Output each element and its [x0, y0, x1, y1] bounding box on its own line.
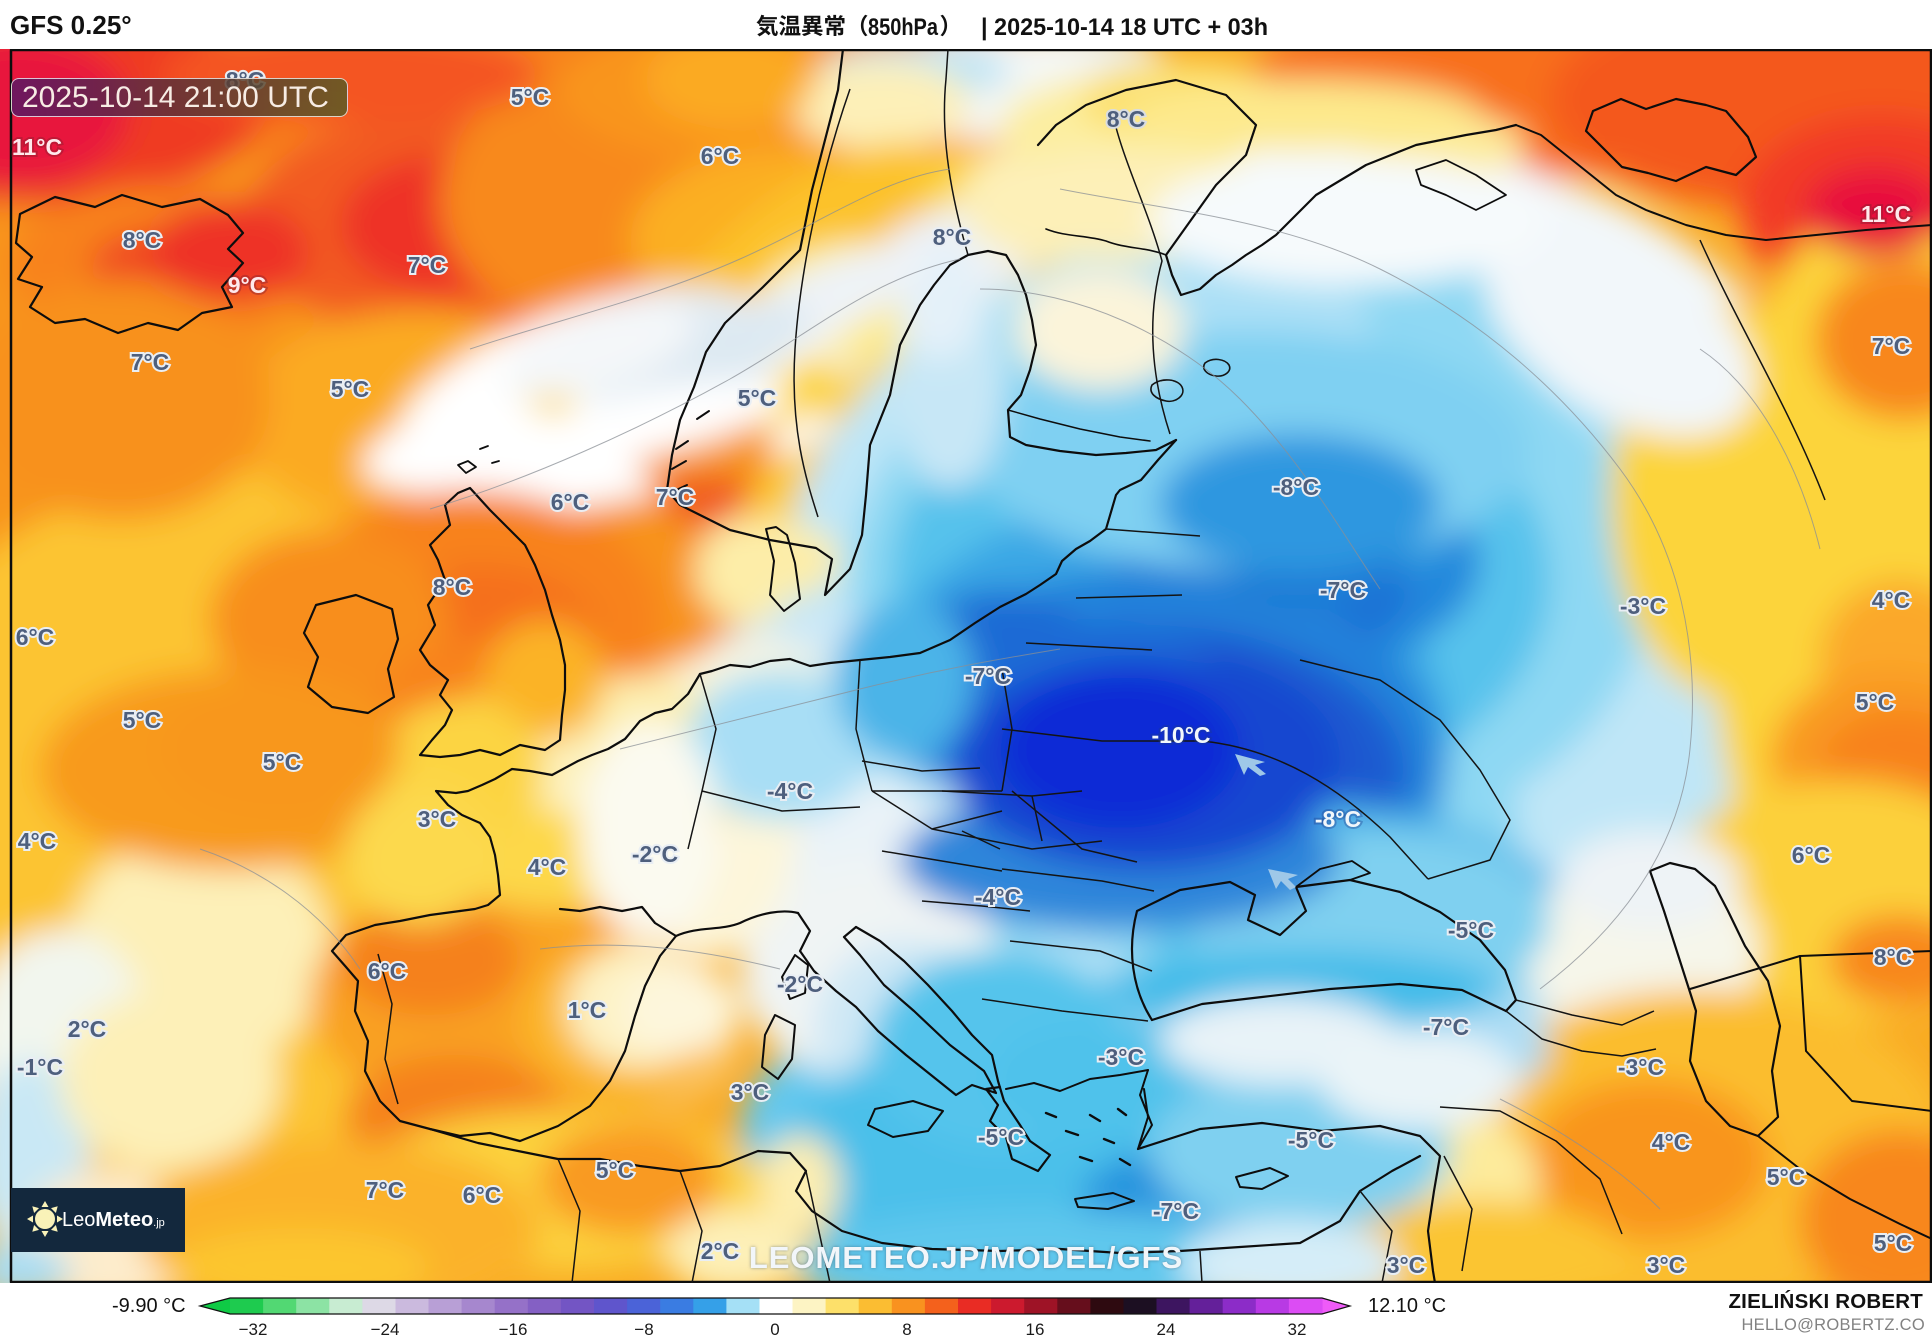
svg-text:-10°C: -10°C — [1151, 722, 1210, 748]
svg-text:7°C: 7°C — [656, 484, 695, 510]
svg-text:3°C: 3°C — [1647, 1252, 1686, 1278]
svg-text:4°C: 4°C — [528, 854, 567, 880]
svg-text:5°C: 5°C — [1767, 1164, 1806, 1190]
svg-text:5°C: 5°C — [1874, 1230, 1913, 1256]
svg-text:850hPa: 850hPa — [868, 14, 939, 41]
svg-text:8°C: 8°C — [123, 227, 162, 253]
svg-text:-8°C: -8°C — [1315, 806, 1361, 832]
svg-text:-2°C: -2°C — [632, 841, 678, 867]
svg-text:5°C: 5°C — [263, 749, 302, 775]
svg-text:−16: −16 — [499, 1320, 528, 1338]
svg-text:24: 24 — [1157, 1320, 1176, 1338]
svg-text:-5°C: -5°C — [1288, 1127, 1334, 1153]
svg-text:6°C: 6°C — [551, 489, 590, 515]
svg-text:3°C: 3°C — [731, 1079, 770, 1105]
svg-text:−24: −24 — [371, 1320, 400, 1338]
svg-text:-1°C: -1°C — [17, 1054, 63, 1080]
svg-text:4°C: 4°C — [1872, 587, 1911, 613]
svg-text:-3°C: -3°C — [1098, 1044, 1144, 1070]
svg-text:6°C: 6°C — [463, 1182, 502, 1208]
svg-text:8°C: 8°C — [933, 224, 972, 250]
svg-text:6°C: 6°C — [368, 958, 407, 984]
svg-text:2°C: 2°C — [68, 1016, 107, 1042]
svg-text:4°C: 4°C — [1652, 1129, 1691, 1155]
svg-text:-3°C: -3°C — [1620, 593, 1666, 619]
svg-text:-2°C: -2°C — [777, 971, 823, 997]
svg-text:4°C: 4°C — [18, 828, 57, 854]
svg-text:8: 8 — [902, 1320, 911, 1338]
svg-text:| 2025-10-14 18 UTC + 03h: | 2025-10-14 18 UTC + 03h — [981, 14, 1268, 41]
svg-text:6°C: 6°C — [16, 624, 55, 650]
svg-text:5°C: 5°C — [123, 707, 162, 733]
svg-text:7°C: 7°C — [408, 252, 447, 278]
svg-text:5°C: 5°C — [511, 84, 550, 110]
svg-text:8°C: 8°C — [1874, 944, 1913, 970]
svg-text:−8: −8 — [634, 1320, 653, 1338]
svg-text:7°C: 7°C — [131, 349, 170, 375]
svg-text:8°C: 8°C — [1107, 106, 1146, 132]
svg-text:-5°C: -5°C — [1448, 917, 1494, 943]
svg-text:32: 32 — [1288, 1320, 1307, 1338]
svg-text:5°C: 5°C — [738, 385, 777, 411]
svg-text:−32: −32 — [239, 1320, 268, 1338]
svg-text:LeoMeteo.jp: LeoMeteo.jp — [62, 1209, 165, 1231]
svg-text:-4°C: -4°C — [975, 884, 1021, 910]
svg-text:-3°C: -3°C — [1618, 1054, 1664, 1080]
svg-text:5°C: 5°C — [596, 1157, 635, 1183]
svg-text:-7°C: -7°C — [1320, 577, 1366, 603]
svg-text:7°C: 7°C — [366, 1177, 405, 1203]
svg-text:6°C: 6°C — [1792, 842, 1831, 868]
svg-text:2°C: 2°C — [701, 1238, 740, 1264]
svg-text:5°C: 5°C — [1856, 689, 1895, 715]
svg-text:-4°C: -4°C — [767, 778, 813, 804]
svg-text:3°C: 3°C — [1387, 1252, 1426, 1278]
svg-text:-7°C: -7°C — [1423, 1014, 1469, 1040]
svg-text:-7°C: -7°C — [965, 663, 1011, 689]
svg-text:-5°C: -5°C — [978, 1124, 1024, 1150]
svg-text:8°C: 8°C — [433, 574, 472, 600]
svg-text:6°C: 6°C — [701, 143, 740, 169]
svg-text:-7°C: -7°C — [1153, 1198, 1199, 1224]
svg-text:11°C: 11°C — [1861, 201, 1911, 227]
svg-text:5°C: 5°C — [331, 376, 370, 402]
svg-text:9°C: 9°C — [228, 272, 267, 298]
svg-text:11°C: 11°C — [12, 134, 62, 160]
svg-text:3°C: 3°C — [418, 806, 457, 832]
svg-text:-8°C: -8°C — [1273, 474, 1319, 500]
svg-text:1°C: 1°C — [568, 997, 607, 1023]
svg-text:0: 0 — [770, 1320, 779, 1338]
svg-text:7°C: 7°C — [1872, 333, 1911, 359]
svg-text:16: 16 — [1026, 1320, 1045, 1338]
